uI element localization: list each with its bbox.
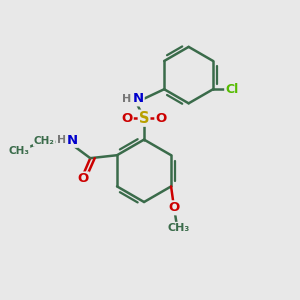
Text: H: H [56, 135, 66, 145]
Text: CH₃: CH₃ [8, 146, 29, 156]
Text: CH₂: CH₂ [34, 136, 55, 146]
Text: CH₃: CH₃ [167, 223, 189, 233]
Text: O: O [122, 112, 133, 125]
Text: H: H [122, 94, 131, 104]
Text: N: N [66, 134, 77, 147]
Text: S: S [139, 111, 149, 126]
Text: O: O [77, 172, 89, 185]
Text: O: O [155, 112, 167, 125]
Text: Cl: Cl [225, 83, 239, 96]
Text: N: N [133, 92, 144, 105]
Text: O: O [168, 201, 180, 214]
